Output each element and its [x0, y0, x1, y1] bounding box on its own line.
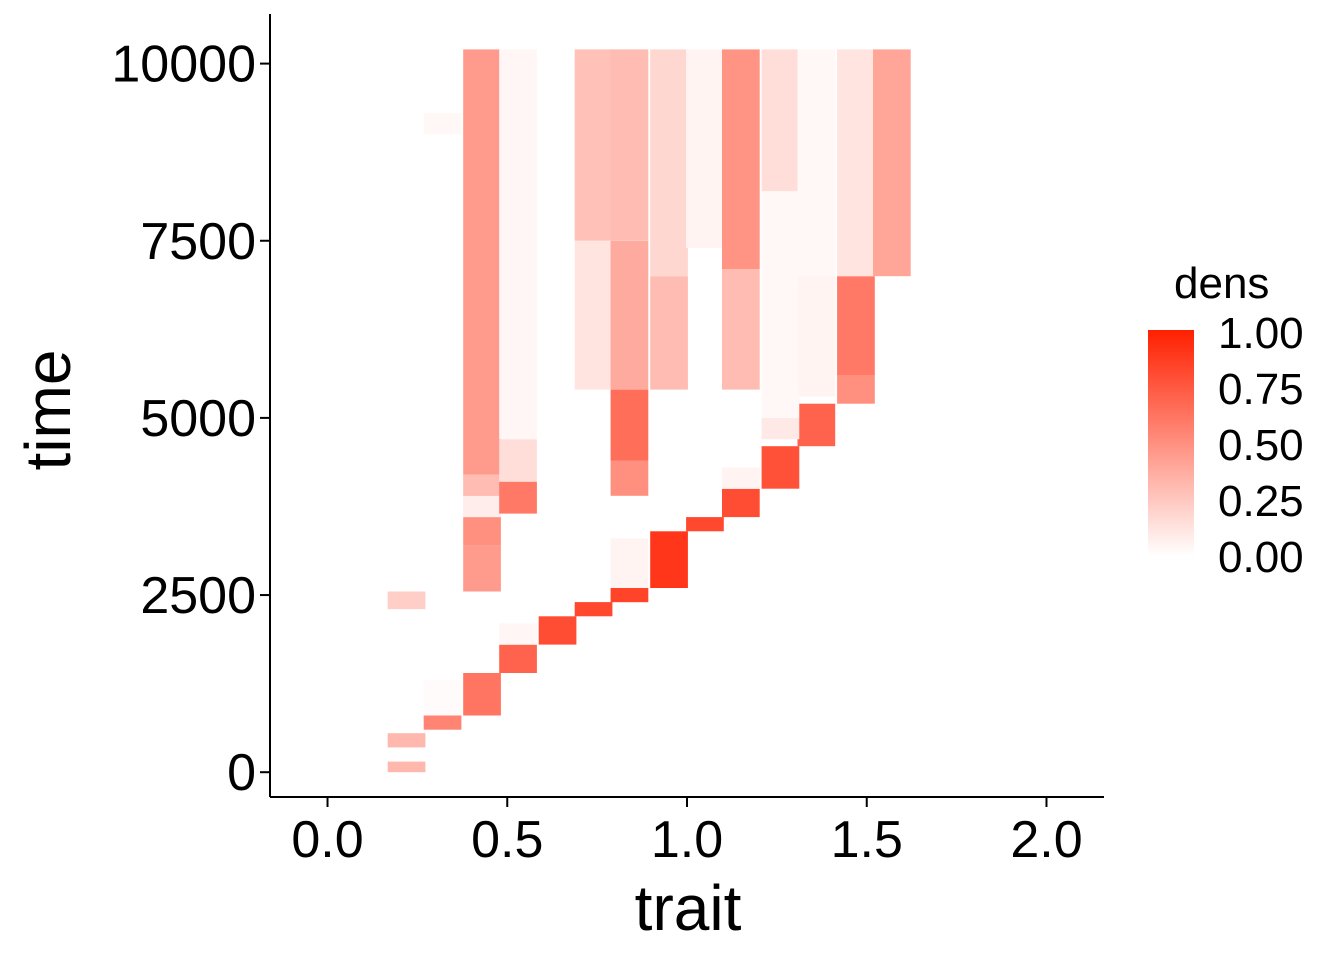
legend-label: 0.25 [1218, 477, 1304, 526]
legend: dens 0.00 0.25 0.50 0.75 1.00 [1148, 259, 1304, 582]
heatmap-cell [761, 191, 800, 418]
heatmap-cell [722, 467, 760, 489]
heatmap-cell [499, 644, 537, 673]
x-tick-label: 0.5 [471, 811, 543, 869]
y-tick-label: 7500 [140, 213, 256, 271]
legend-label: 0.00 [1218, 533, 1304, 582]
heatmap-cell [463, 495, 501, 518]
heatmap-cells [387, 49, 911, 773]
heatmap-cell [610, 588, 649, 603]
heatmap-cell [610, 460, 649, 496]
heatmap-cell [761, 49, 800, 192]
heatmap-cell [761, 446, 800, 489]
heatmap-cell [463, 49, 501, 475]
x-tick-label: 1.0 [651, 811, 723, 869]
legend-label: 0.50 [1218, 421, 1304, 470]
heatmap-cell [423, 680, 462, 716]
heatmap-cell [423, 113, 462, 135]
heatmap-cell [761, 417, 800, 440]
heatmap-cell [610, 389, 649, 461]
legend-label: 1.00 [1218, 309, 1304, 358]
x-axis-title: trait [635, 872, 742, 944]
legend-label: 0.75 [1218, 365, 1304, 414]
heatmap-cell [722, 49, 760, 270]
heatmap-cell [387, 591, 426, 610]
heatmap-cell [837, 276, 875, 376]
heatmap-cell [837, 49, 875, 277]
heatmap-cell [873, 49, 911, 277]
heatmap-cell [797, 276, 836, 397]
heatmap-cell [610, 240, 649, 390]
heatmap-cell [650, 276, 688, 390]
axis-ticks: 0.0 0.5 1.0 1.5 2.0 0 2500 5000 7500 10000 [111, 36, 1082, 869]
heatmap-cell [797, 49, 836, 277]
x-tick-label: 1.5 [831, 811, 903, 869]
y-tick-label: 10000 [111, 36, 256, 94]
y-tick-label: 2500 [140, 567, 256, 625]
heatmap-cell [837, 375, 875, 404]
heatmap-cell [574, 49, 613, 241]
heatmap-cell [499, 481, 537, 514]
heatmap-cell [574, 240, 613, 390]
heatmap-cell [610, 49, 649, 241]
heatmap-cell [650, 531, 688, 588]
heatmap-cell [387, 733, 426, 748]
x-tick-label: 0.0 [291, 811, 363, 869]
heatmap-cell [686, 517, 724, 532]
legend-title: dens [1174, 259, 1269, 308]
heatmap-cell [463, 673, 501, 716]
heatmap-cell [387, 761, 426, 773]
x-tick-label: 2.0 [1010, 811, 1082, 869]
heatmap-cell [722, 488, 760, 518]
heatmap-cell [722, 269, 760, 390]
heatmap-cell [538, 616, 577, 645]
heatmap-cell [499, 439, 537, 482]
heatmap-cell [423, 715, 462, 730]
heatmap-cell [499, 623, 537, 645]
heatmap-cell [463, 545, 501, 592]
heatmap-cell [463, 517, 501, 546]
heatmap-cell [499, 49, 537, 440]
heatmap-cell [797, 403, 836, 447]
heatmap-cell [610, 538, 649, 588]
heatmap-cell [650, 49, 688, 277]
heatmap-cell [686, 49, 724, 248]
y-axis-title: time [12, 350, 84, 471]
y-tick-label: 5000 [140, 390, 256, 448]
heatmap-cell [574, 602, 613, 617]
legend-colorbar [1148, 330, 1194, 556]
heatmap-cell [463, 474, 501, 496]
y-tick-label: 0 [227, 744, 256, 802]
